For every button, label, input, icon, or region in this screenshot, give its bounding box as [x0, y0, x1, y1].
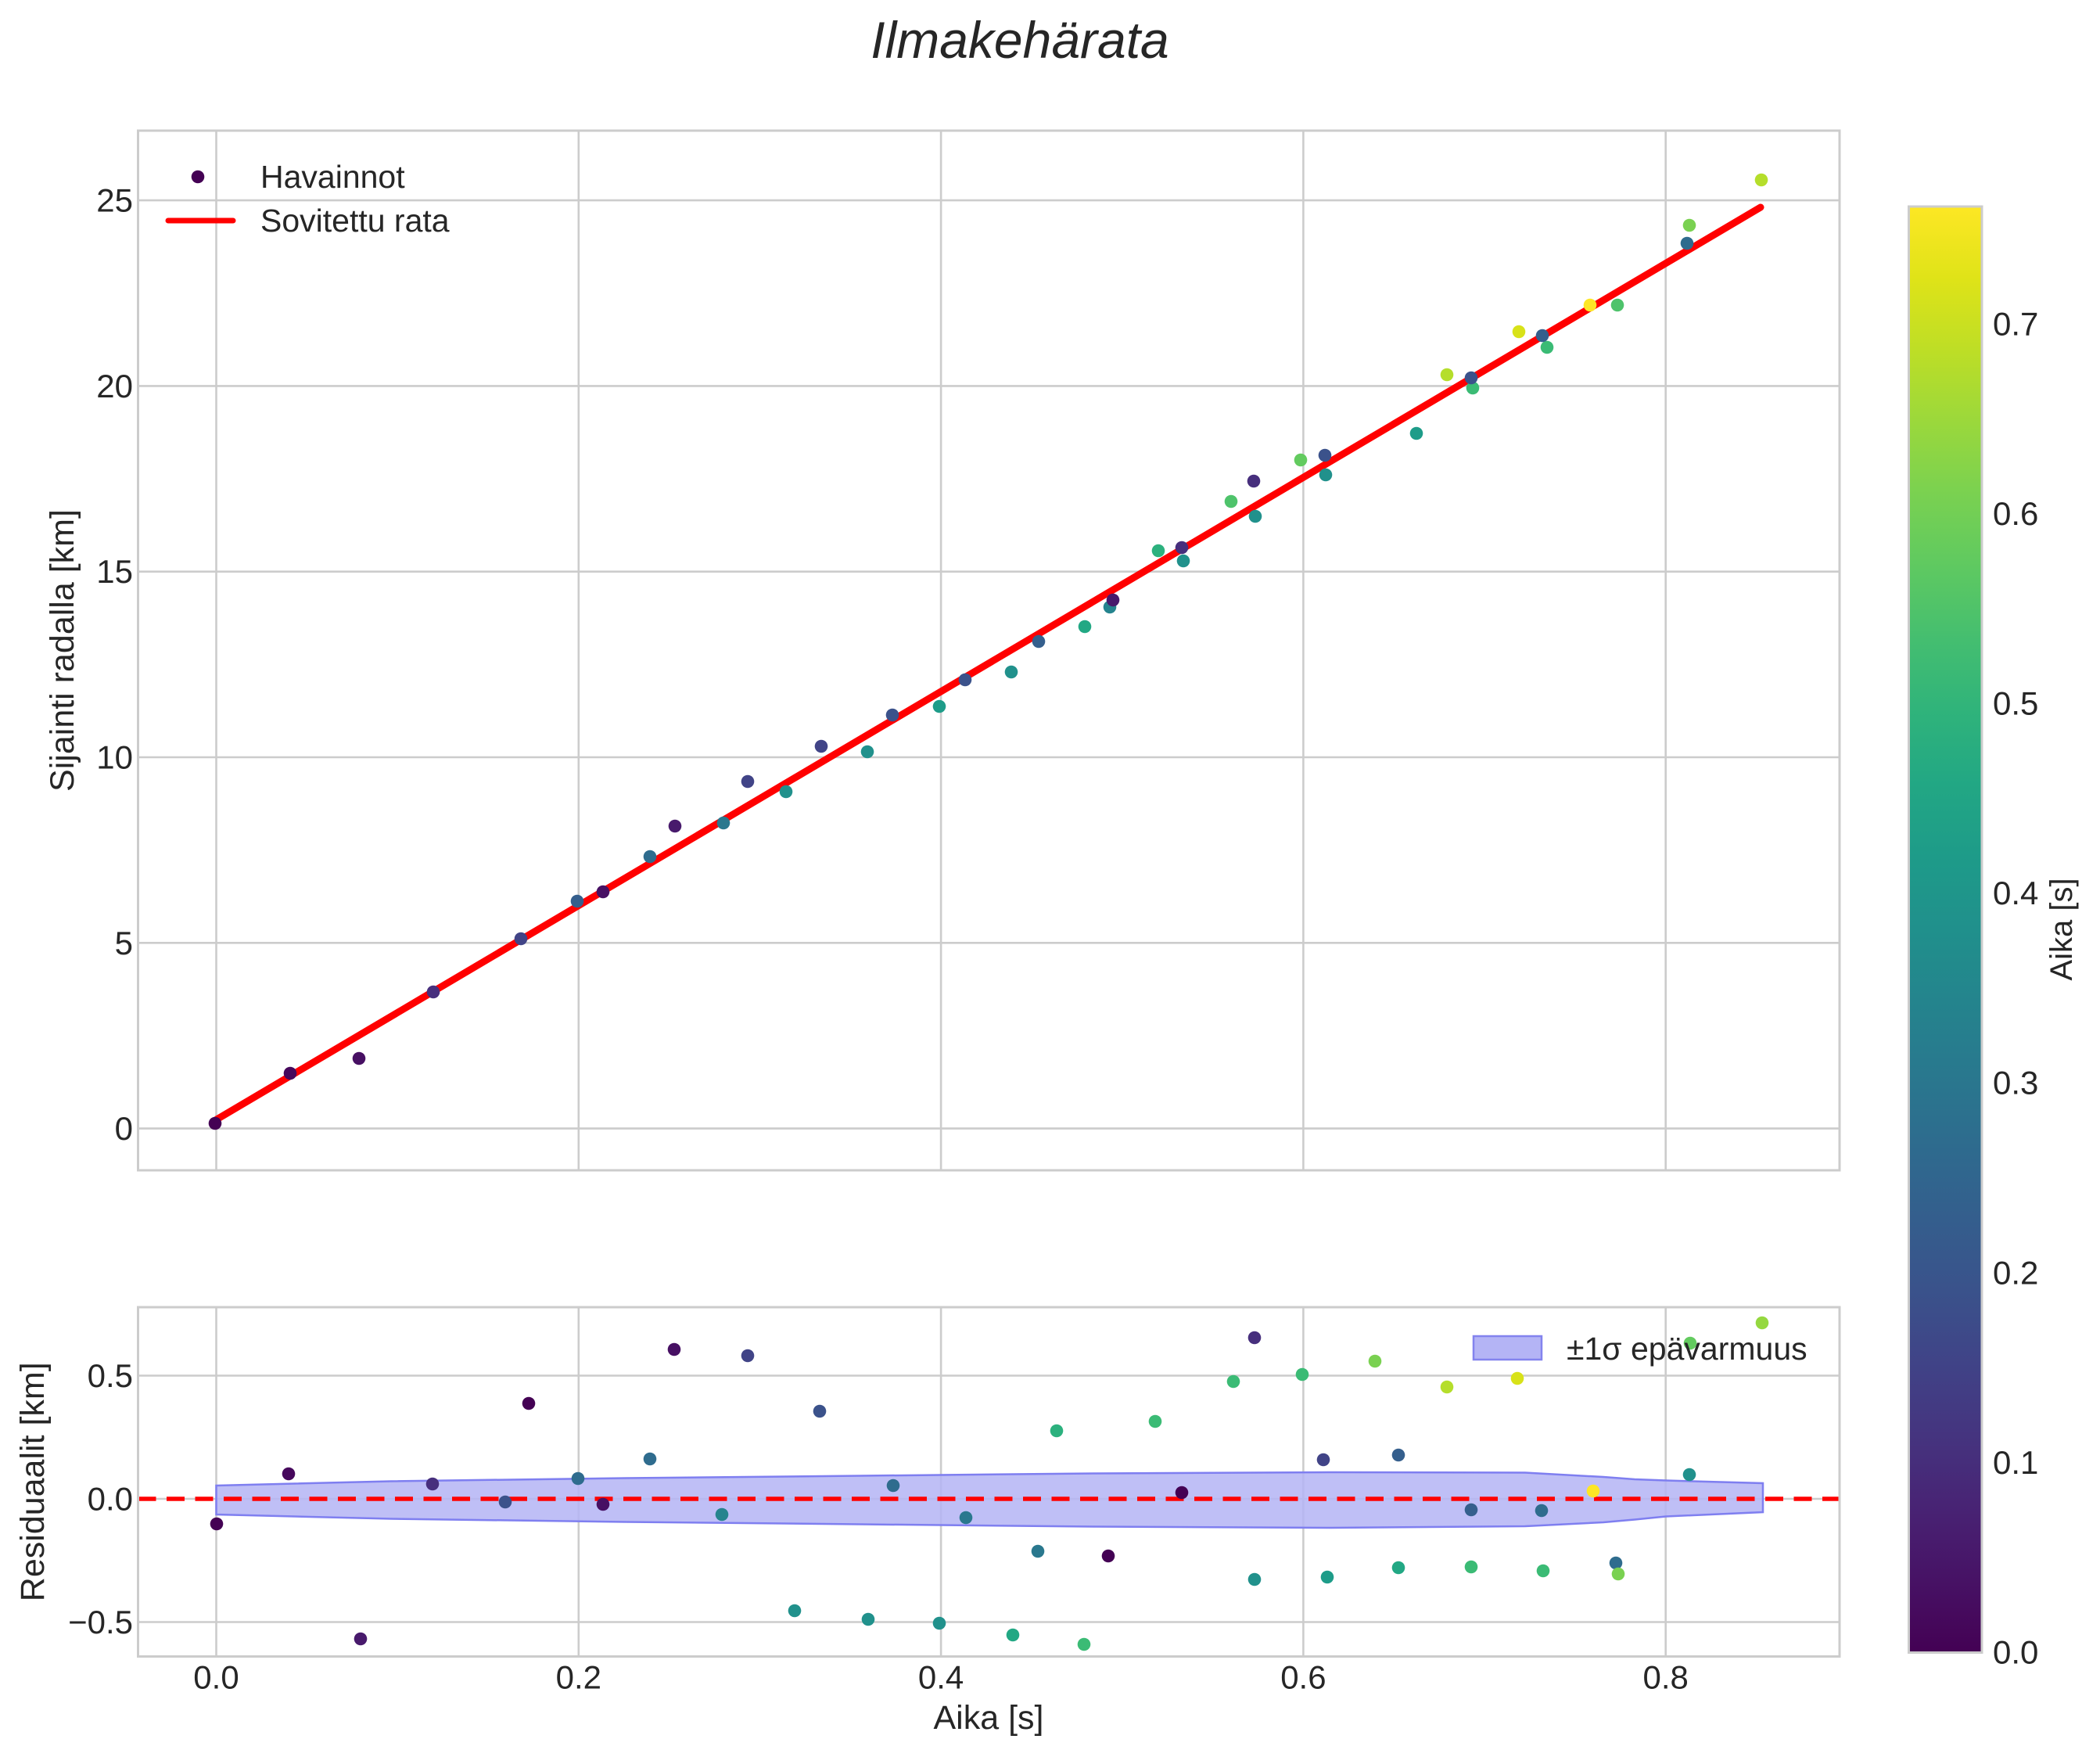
- svg-text:0.0: 0.0: [88, 1481, 133, 1518]
- svg-text:Havainnot: Havainnot: [260, 159, 405, 195]
- svg-text:0.2: 0.2: [1993, 1254, 2038, 1291]
- svg-text:0.4: 0.4: [918, 1659, 964, 1696]
- svg-text:0.5: 0.5: [1993, 685, 2038, 722]
- svg-text:Aika [s]: Aika [s]: [934, 1699, 1044, 1737]
- svg-text:25: 25: [96, 182, 133, 219]
- svg-text:0.4: 0.4: [1993, 875, 2038, 911]
- svg-text:±1σ epävarmuus: ±1σ epävarmuus: [1567, 1331, 1807, 1367]
- svg-text:0.5: 0.5: [88, 1357, 133, 1394]
- svg-text:10: 10: [96, 739, 133, 776]
- svg-text:0.0: 0.0: [193, 1659, 239, 1696]
- svg-text:Ilmakehärata: Ilmakehärata: [871, 11, 1169, 69]
- svg-text:0.0: 0.0: [1993, 1634, 2038, 1671]
- svg-text:5: 5: [115, 925, 133, 961]
- svg-text:15: 15: [96, 553, 133, 590]
- svg-text:0.3: 0.3: [1993, 1065, 2038, 1101]
- svg-text:Sovitettu rata: Sovitettu rata: [260, 203, 450, 239]
- svg-text:Residuaalit [km]: Residuaalit [km]: [14, 1362, 52, 1601]
- svg-text:0.6: 0.6: [1280, 1659, 1326, 1696]
- svg-text:Sijainti radalla [km]: Sijainti radalla [km]: [44, 509, 81, 792]
- svg-text:20: 20: [96, 368, 133, 404]
- svg-text:Aika [s]: Aika [s]: [2044, 878, 2079, 980]
- svg-text:0.7: 0.7: [1993, 305, 2038, 342]
- svg-text:−0.5: −0.5: [68, 1604, 133, 1640]
- svg-text:0.6: 0.6: [1993, 495, 2038, 532]
- svg-text:0: 0: [115, 1110, 133, 1147]
- svg-text:0.8: 0.8: [1643, 1659, 1689, 1696]
- svg-text:0.1: 0.1: [1993, 1444, 2038, 1481]
- svg-text:0.2: 0.2: [556, 1659, 601, 1696]
